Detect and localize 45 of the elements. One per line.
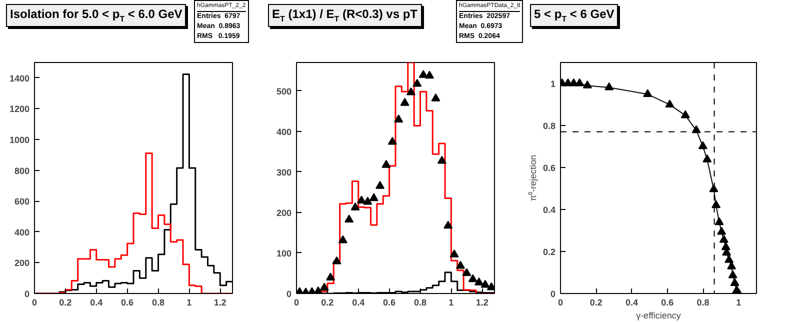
y-tick-label: 0 xyxy=(286,289,292,299)
x-tick-label: 1 xyxy=(448,298,454,308)
x-tick-label: 1 xyxy=(186,298,192,308)
x-tick-label: 0 xyxy=(558,298,564,308)
x-tick-label: 0.4 xyxy=(90,298,103,308)
chart-title: 5 < p$_{T}$ < 6 GeV xyxy=(530,4,618,27)
y-tick-label: 0.8 xyxy=(542,121,556,131)
x-tick-label: 0.6 xyxy=(383,298,396,308)
y-tick-label: 1 xyxy=(550,79,556,89)
y-tick-label: 0.4 xyxy=(542,205,556,215)
y-tick-label: 200 xyxy=(276,208,292,218)
y-tick-label: 200 xyxy=(14,258,30,268)
y-tick-label: 1000 xyxy=(9,135,30,145)
y-tick-label: 100 xyxy=(276,248,292,258)
y-tick-label: 1200 xyxy=(9,104,30,114)
y-tick-label: 0 xyxy=(24,289,30,299)
x-tick-label: 0.4 xyxy=(626,298,638,308)
y-axis-title: π⁰-rejection xyxy=(528,154,538,202)
y-tick-label: 400 xyxy=(14,227,30,238)
x-tick-label: 0.8 xyxy=(696,298,710,308)
x-tick-label: 0.6 xyxy=(121,298,134,308)
x-tick-label: 0.2 xyxy=(321,298,334,308)
x-tick-label: 0.8 xyxy=(152,298,165,308)
x-tick-label: 0.4 xyxy=(352,298,365,308)
y-tick-label: 1400 xyxy=(9,73,30,84)
x-tick-label: 0.8 xyxy=(414,298,427,308)
y-tick-label: 300 xyxy=(276,167,292,178)
y-tick-label: 0.6 xyxy=(542,163,556,173)
x-tick-label: 0 xyxy=(294,298,300,308)
x-tick-label: 0.2 xyxy=(590,298,602,308)
chart-title: Isolation for 5.0 < p$_{T}$ < 6.0 GeV xyxy=(6,4,186,27)
x-axis-title: γ-efficiency xyxy=(636,310,682,320)
x-tick-label: 1.2 xyxy=(476,298,488,308)
x-tick-label: 0 xyxy=(32,298,38,308)
x-tick-label: 1 xyxy=(736,298,742,308)
x-tick-label: 0.6 xyxy=(661,298,674,308)
y-tick-label: 0 xyxy=(550,289,556,299)
chart-title: E$_{T}$ (1x1) / E$_{T}$ (R<0.3) vs pT xyxy=(268,4,422,27)
x-tick-label: 0.2 xyxy=(59,298,72,308)
y-tick-label: 0.2 xyxy=(542,247,556,257)
y-tick-label: 400 xyxy=(276,126,292,137)
y-tick-label: 800 xyxy=(14,166,30,176)
y-tick-label: 500 xyxy=(276,86,292,96)
x-tick-label: 1.2 xyxy=(214,298,226,308)
y-tick-label: 600 xyxy=(14,196,30,207)
